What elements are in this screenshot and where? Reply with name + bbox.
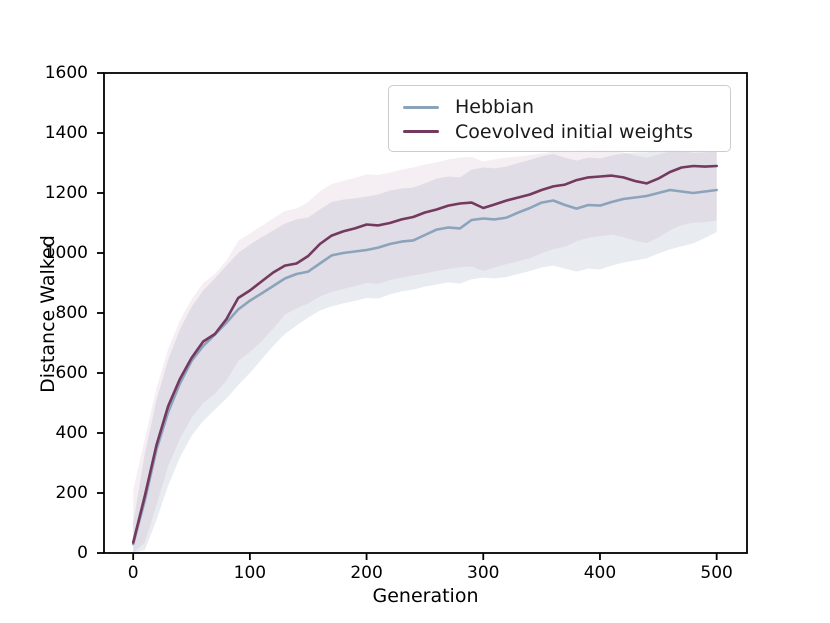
x-tick-label: 200 <box>350 563 383 583</box>
legend: Hebbian Coevolved initial weights <box>388 85 731 152</box>
coevolved-line-swatch-icon <box>403 130 439 134</box>
y-tick-label: 600 <box>55 363 88 383</box>
y-tick-label: 1600 <box>44 63 88 83</box>
coevolved-line <box>131 164 719 544</box>
hebbian-line <box>131 188 719 546</box>
x-tick-label: 0 <box>127 563 139 583</box>
y-tick-label: 800 <box>55 303 88 323</box>
x-tick-label: 500 <box>700 563 733 583</box>
y-tick-label: 1400 <box>44 123 88 143</box>
coevolved-confidence-band <box>133 148 717 553</box>
y-tick-label: 1200 <box>44 183 88 203</box>
legend-label-hebbian: Hebbian <box>455 96 535 119</box>
legend-item-hebbian: Hebbian <box>403 95 718 120</box>
legend-label-coevolved: Coevolved initial weights <box>455 120 694 143</box>
x-tick-label: 400 <box>583 563 617 583</box>
y-tick-label: 200 <box>55 483 88 503</box>
hebbian-line-swatch-icon <box>403 105 439 109</box>
y-tick-label: 400 <box>55 423 88 443</box>
y-tick-label: 1000 <box>44 243 88 263</box>
hebbian-confidence-band <box>133 149 717 553</box>
x-axis-label: Generation <box>372 585 479 607</box>
legend-item-coevolved: Coevolved initial weights <box>403 120 718 145</box>
x-tick-label: 100 <box>233 563 267 583</box>
plot-area <box>131 148 719 553</box>
x-tick-label: 300 <box>467 563 500 583</box>
y-tick-label: 0 <box>77 543 88 563</box>
